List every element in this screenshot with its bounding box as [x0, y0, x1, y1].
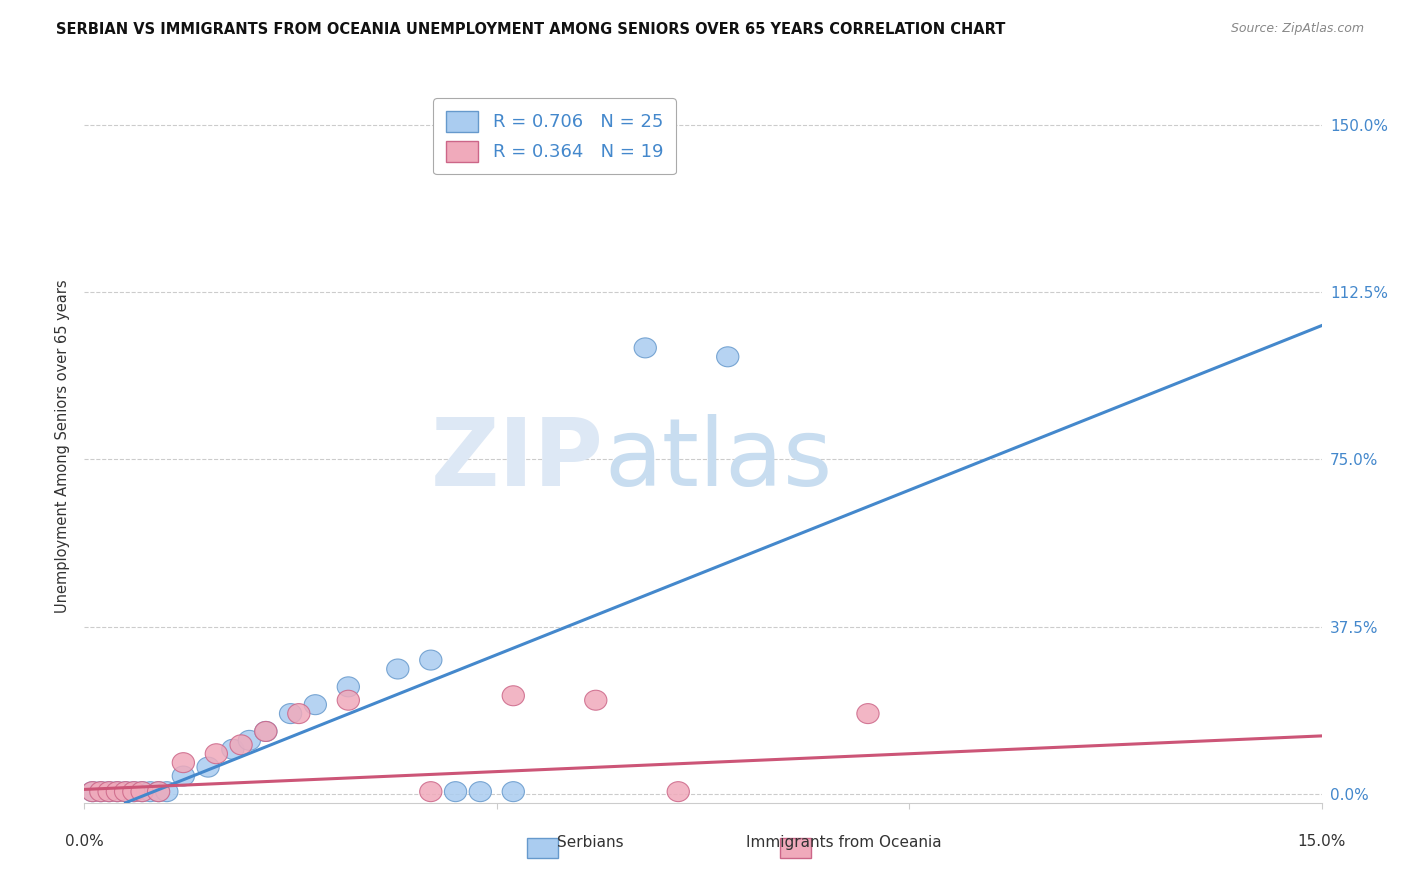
Ellipse shape — [131, 781, 153, 802]
Ellipse shape — [90, 781, 112, 802]
Ellipse shape — [82, 781, 104, 802]
Ellipse shape — [148, 781, 170, 802]
Ellipse shape — [502, 781, 524, 802]
Ellipse shape — [238, 731, 260, 750]
Ellipse shape — [254, 722, 277, 741]
Ellipse shape — [666, 781, 689, 802]
Ellipse shape — [114, 781, 136, 802]
Ellipse shape — [634, 338, 657, 358]
Text: Source: ZipAtlas.com: Source: ZipAtlas.com — [1230, 22, 1364, 36]
Legend: R = 0.706   N = 25, R = 0.364   N = 19: R = 0.706 N = 25, R = 0.364 N = 19 — [433, 98, 676, 174]
Ellipse shape — [304, 695, 326, 714]
Ellipse shape — [337, 677, 360, 697]
Ellipse shape — [139, 781, 162, 802]
Ellipse shape — [231, 735, 252, 755]
Text: Serbians: Serbians — [557, 836, 624, 850]
Ellipse shape — [197, 757, 219, 777]
Text: SERBIAN VS IMMIGRANTS FROM OCEANIA UNEMPLOYMENT AMONG SENIORS OVER 65 YEARS CORR: SERBIAN VS IMMIGRANTS FROM OCEANIA UNEMP… — [56, 22, 1005, 37]
Text: Immigrants from Oceania: Immigrants from Oceania — [745, 836, 942, 850]
Text: ZIP: ZIP — [432, 414, 605, 507]
Ellipse shape — [205, 744, 228, 764]
Ellipse shape — [172, 753, 194, 772]
Ellipse shape — [717, 347, 740, 367]
Ellipse shape — [114, 781, 136, 802]
Ellipse shape — [98, 781, 121, 802]
Ellipse shape — [107, 781, 128, 802]
Ellipse shape — [172, 766, 194, 786]
Ellipse shape — [222, 739, 245, 759]
Ellipse shape — [122, 781, 145, 802]
Ellipse shape — [107, 781, 128, 802]
Ellipse shape — [470, 781, 492, 802]
Ellipse shape — [98, 781, 121, 802]
Ellipse shape — [856, 704, 879, 723]
Text: atlas: atlas — [605, 414, 832, 507]
Text: 0.0%: 0.0% — [65, 834, 104, 849]
Ellipse shape — [156, 781, 179, 802]
Ellipse shape — [131, 781, 153, 802]
Ellipse shape — [288, 704, 309, 723]
Ellipse shape — [419, 650, 441, 670]
Ellipse shape — [82, 781, 104, 802]
Ellipse shape — [502, 686, 524, 706]
Ellipse shape — [585, 690, 607, 710]
Ellipse shape — [122, 781, 145, 802]
Ellipse shape — [387, 659, 409, 679]
Ellipse shape — [254, 722, 277, 741]
Ellipse shape — [419, 781, 441, 802]
Ellipse shape — [444, 781, 467, 802]
Ellipse shape — [280, 704, 302, 723]
Ellipse shape — [148, 781, 170, 802]
Text: 15.0%: 15.0% — [1298, 834, 1346, 849]
Y-axis label: Unemployment Among Seniors over 65 years: Unemployment Among Seniors over 65 years — [55, 279, 70, 613]
Ellipse shape — [337, 690, 360, 710]
Ellipse shape — [90, 781, 112, 802]
